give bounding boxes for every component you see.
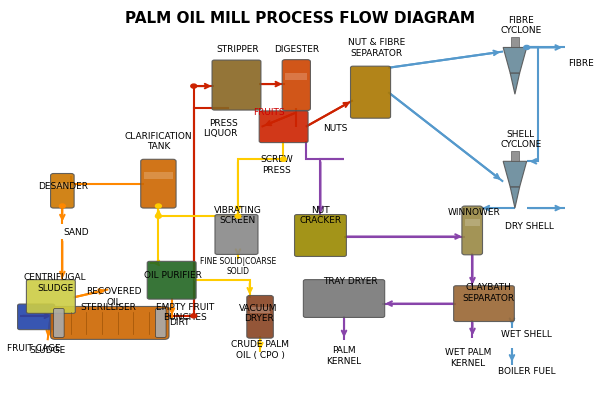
Text: NUTS: NUTS bbox=[323, 124, 348, 133]
FancyBboxPatch shape bbox=[50, 306, 169, 339]
FancyBboxPatch shape bbox=[295, 215, 346, 257]
Text: DIRT: DIRT bbox=[169, 318, 189, 327]
Text: PRESS
LIQUOR: PRESS LIQUOR bbox=[203, 119, 238, 138]
Text: EMPTY FRUIT
BUNCHES: EMPTY FRUIT BUNCHES bbox=[156, 302, 214, 322]
Text: TRAY DRYER: TRAY DRYER bbox=[323, 277, 377, 286]
FancyBboxPatch shape bbox=[454, 286, 514, 322]
FancyBboxPatch shape bbox=[511, 37, 519, 47]
Text: RECOVERED
OIL: RECOVERED OIL bbox=[86, 287, 142, 307]
Text: DESANDER: DESANDER bbox=[38, 182, 88, 191]
Text: FIBRE: FIBRE bbox=[568, 59, 594, 68]
Text: SAND: SAND bbox=[63, 228, 89, 237]
Text: DRY SHELL: DRY SHELL bbox=[505, 222, 554, 231]
FancyBboxPatch shape bbox=[462, 206, 482, 255]
Text: BOILER FUEL: BOILER FUEL bbox=[498, 367, 556, 376]
FancyBboxPatch shape bbox=[285, 73, 307, 80]
FancyBboxPatch shape bbox=[53, 308, 64, 337]
FancyBboxPatch shape bbox=[465, 219, 479, 226]
Text: STRIPPER: STRIPPER bbox=[217, 44, 259, 53]
FancyBboxPatch shape bbox=[259, 111, 308, 143]
FancyBboxPatch shape bbox=[143, 173, 173, 179]
FancyBboxPatch shape bbox=[147, 262, 196, 299]
Text: CENTRIFUGAL
SLUDGE: CENTRIFUGAL SLUDGE bbox=[24, 273, 86, 293]
Text: FIBRE
CYCLONE: FIBRE CYCLONE bbox=[500, 16, 541, 35]
Text: WINNOWER: WINNOWER bbox=[448, 208, 500, 217]
Polygon shape bbox=[503, 47, 527, 73]
Circle shape bbox=[524, 45, 530, 49]
Circle shape bbox=[280, 157, 286, 161]
FancyBboxPatch shape bbox=[53, 183, 71, 188]
Polygon shape bbox=[510, 73, 520, 94]
FancyBboxPatch shape bbox=[141, 159, 176, 208]
FancyBboxPatch shape bbox=[511, 151, 519, 161]
FancyBboxPatch shape bbox=[212, 60, 261, 110]
Text: OIL PURIFIER: OIL PURIFIER bbox=[144, 271, 202, 280]
Text: CRUDE PALM
OIL ( CPO ): CRUDE PALM OIL ( CPO ) bbox=[232, 340, 289, 359]
Text: WET PALM
KERNEL: WET PALM KERNEL bbox=[445, 348, 491, 368]
FancyBboxPatch shape bbox=[350, 66, 391, 118]
FancyBboxPatch shape bbox=[50, 173, 74, 208]
FancyBboxPatch shape bbox=[250, 307, 271, 313]
Text: DIGESTER: DIGESTER bbox=[274, 44, 319, 53]
Text: NUT & FIBRE
SEPARATOR: NUT & FIBRE SEPARATOR bbox=[348, 38, 405, 58]
Polygon shape bbox=[510, 187, 520, 208]
Text: CLARIFICATION
TANK: CLARIFICATION TANK bbox=[125, 132, 192, 151]
Text: PALM
KERNEL: PALM KERNEL bbox=[326, 346, 362, 366]
Text: PALM OIL MILL PROCESS FLOW DIAGRAM: PALM OIL MILL PROCESS FLOW DIAGRAM bbox=[125, 11, 475, 26]
FancyBboxPatch shape bbox=[304, 279, 385, 317]
Polygon shape bbox=[503, 161, 527, 187]
Text: NUT
CRACKER: NUT CRACKER bbox=[299, 206, 341, 226]
FancyBboxPatch shape bbox=[247, 295, 274, 338]
Text: VIBRATING
SCREEN: VIBRATING SCREEN bbox=[214, 206, 262, 226]
Circle shape bbox=[59, 204, 65, 208]
Text: SCREW
PRESS: SCREW PRESS bbox=[260, 155, 293, 175]
Text: WET SHELL: WET SHELL bbox=[501, 330, 552, 339]
Text: SLUDGE: SLUDGE bbox=[29, 346, 66, 355]
Circle shape bbox=[155, 214, 161, 218]
FancyBboxPatch shape bbox=[215, 215, 258, 255]
Circle shape bbox=[191, 84, 197, 88]
Text: SHELL
CYCLONE: SHELL CYCLONE bbox=[500, 130, 541, 149]
Text: FRUIT CAGE: FRUIT CAGE bbox=[7, 344, 60, 353]
Circle shape bbox=[235, 214, 241, 218]
Text: STERILLISER: STERILLISER bbox=[80, 303, 136, 312]
FancyBboxPatch shape bbox=[26, 279, 76, 313]
FancyBboxPatch shape bbox=[282, 60, 310, 111]
FancyBboxPatch shape bbox=[17, 304, 55, 330]
Text: FINE SOLID|COARSE
SOLID: FINE SOLID|COARSE SOLID bbox=[200, 257, 276, 276]
FancyBboxPatch shape bbox=[155, 308, 166, 337]
Text: CLAYBATH
SEPARATOR: CLAYBATH SEPARATOR bbox=[463, 283, 514, 303]
Circle shape bbox=[155, 204, 161, 208]
Text: FRUITS: FRUITS bbox=[253, 109, 284, 118]
Text: VACUUM
DRYER: VACUUM DRYER bbox=[239, 304, 278, 323]
Circle shape bbox=[191, 314, 197, 318]
